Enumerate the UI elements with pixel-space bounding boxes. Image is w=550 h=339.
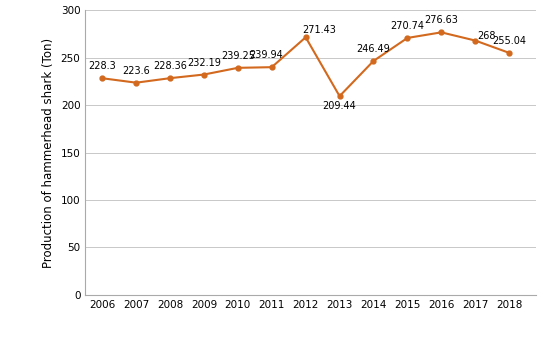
- Text: 255.04: 255.04: [492, 36, 526, 46]
- Text: 268: 268: [477, 31, 496, 41]
- Text: 209.44: 209.44: [323, 101, 356, 112]
- Text: 228.36: 228.36: [153, 61, 187, 71]
- Text: 271.43: 271.43: [302, 24, 337, 35]
- Y-axis label: Production of hammerhead shark (Ton): Production of hammerhead shark (Ton): [42, 38, 55, 267]
- Text: 276.63: 276.63: [425, 15, 458, 25]
- Text: 228.3: 228.3: [89, 61, 116, 71]
- Text: 270.74: 270.74: [390, 21, 425, 31]
- Text: 239.25: 239.25: [221, 51, 255, 61]
- Text: 246.49: 246.49: [356, 44, 390, 54]
- Text: 232.19: 232.19: [187, 58, 221, 67]
- Text: 223.6: 223.6: [122, 66, 150, 76]
- Text: 239.94: 239.94: [249, 50, 283, 60]
